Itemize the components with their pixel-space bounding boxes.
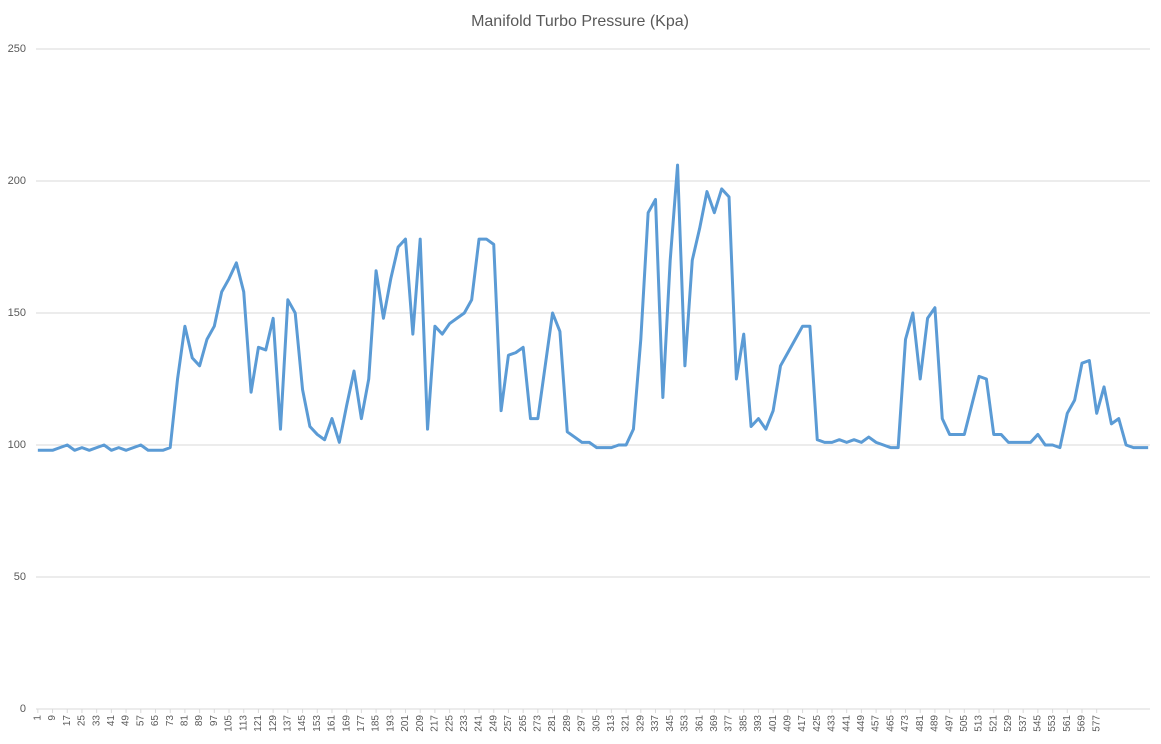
- x-tick-label: 441: [841, 715, 852, 732]
- x-tick-label: 361: [694, 715, 705, 732]
- x-tick-label: 17: [62, 715, 73, 727]
- x-tick-label: 521: [988, 715, 999, 732]
- x-tick-label: 497: [944, 715, 955, 732]
- x-tick-label: 505: [959, 715, 970, 732]
- data-line: [37, 163, 1149, 452]
- x-tick-label: 153: [312, 715, 323, 732]
- y-tick-label: 50: [14, 571, 26, 583]
- x-tick-label: 465: [885, 715, 896, 732]
- y-tick-label: 0: [20, 703, 26, 715]
- x-tick-label: 385: [738, 715, 749, 732]
- x-tick-label: 337: [650, 715, 661, 732]
- x-tick-label: 105: [224, 715, 235, 732]
- x-tick-label: 401: [768, 715, 779, 732]
- x-tick-label: 553: [1047, 715, 1058, 732]
- x-tick-label: 513: [974, 715, 985, 732]
- x-tick-label: 297: [577, 715, 588, 732]
- x-tick-label: 577: [1091, 715, 1102, 732]
- x-tick-label: 545: [1033, 715, 1044, 732]
- x-tick-label: 257: [503, 715, 514, 732]
- x-tick-label: 161: [327, 715, 338, 732]
- x-tick-label: 201: [400, 715, 411, 732]
- x-tick-label: 81: [180, 715, 191, 727]
- x-tick-label: 1: [32, 715, 43, 721]
- x-tick-label: 41: [106, 715, 117, 727]
- x-tick-label: 177: [356, 715, 367, 732]
- y-tick-label: 250: [8, 43, 26, 55]
- x-tick-label: 561: [1062, 715, 1073, 732]
- x-tick-label: 241: [474, 715, 485, 732]
- x-tick-label: 473: [900, 715, 911, 732]
- x-tick-label: 529: [1003, 715, 1014, 732]
- y-tick-label: 150: [8, 307, 26, 319]
- x-tick-label: 417: [797, 715, 808, 732]
- x-tick-label: 433: [827, 715, 838, 732]
- chart-title: Manifold Turbo Pressure (Kpa): [471, 13, 689, 30]
- x-tick-label: 329: [635, 715, 646, 732]
- x-tick-label: 321: [621, 715, 632, 732]
- x-tick-label: 193: [385, 715, 396, 732]
- x-tick-label: 65: [150, 715, 161, 727]
- x-tick-label: 305: [591, 715, 602, 732]
- x-tick-label: 273: [532, 715, 543, 732]
- x-tick-label: 33: [91, 715, 102, 727]
- x-tick-label: 249: [488, 715, 499, 732]
- x-tick-label: 289: [562, 715, 573, 732]
- x-tick-label: 457: [871, 715, 882, 732]
- x-tick-label: 425: [812, 715, 823, 732]
- x-tick-label: 169: [341, 715, 352, 732]
- x-tick-label: 345: [665, 715, 676, 732]
- x-tick-label: 537: [1018, 715, 1029, 732]
- x-tick-label: 369: [709, 715, 720, 732]
- x-tick-label: 145: [297, 715, 308, 732]
- x-tick-label: 393: [753, 715, 764, 732]
- x-tick-label: 129: [268, 715, 279, 732]
- x-tick-label: 409: [782, 715, 793, 732]
- x-tick-label: 377: [724, 715, 735, 732]
- x-tick-label: 49: [121, 715, 132, 727]
- x-tick-label: 57: [135, 715, 146, 727]
- y-tick-label: 100: [8, 439, 26, 451]
- x-tick-label: 489: [930, 715, 941, 732]
- y-tick-label: 200: [8, 175, 26, 187]
- x-tick-label: 217: [430, 715, 441, 732]
- x-tick-label: 137: [282, 715, 293, 732]
- x-tick-label: 185: [371, 715, 382, 732]
- x-tick-label: 281: [547, 715, 558, 732]
- x-tick-label: 569: [1077, 715, 1088, 732]
- x-tick-label: 265: [518, 715, 529, 732]
- x-tick-label: 353: [680, 715, 691, 732]
- x-tick-label: 97: [209, 715, 220, 727]
- x-tick-label: 9: [47, 715, 58, 721]
- x-tick-label: 233: [459, 715, 470, 732]
- x-tick-label: 313: [606, 715, 617, 732]
- x-tick-label: 89: [194, 715, 205, 727]
- x-tick-label: 113: [238, 715, 249, 731]
- x-tick-label: 25: [77, 715, 88, 727]
- x-tick-label: 481: [915, 715, 926, 732]
- x-tick-label: 121: [253, 715, 264, 732]
- x-tick-label: 225: [444, 715, 455, 732]
- x-tick-label: 449: [856, 715, 867, 732]
- x-tick-label: 73: [165, 715, 176, 727]
- x-tick-label: 209: [415, 715, 426, 732]
